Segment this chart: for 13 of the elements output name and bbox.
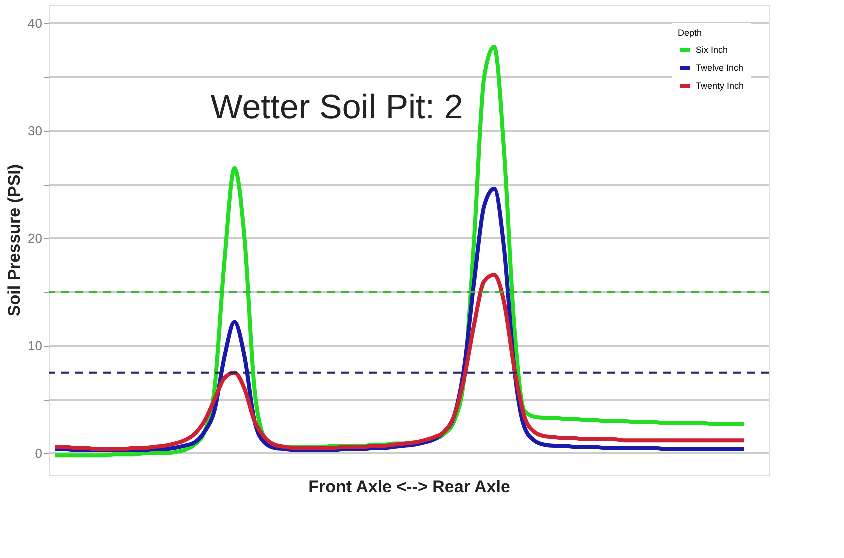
y-tick-label: 10 (28, 338, 42, 354)
legend-label: Twenty Inch (696, 81, 744, 91)
y-tick-label: 20 (28, 230, 42, 246)
legend-title: Depth (678, 28, 702, 38)
x-axis-title: Front Axle <--> Rear Axle (308, 478, 510, 496)
y-tick-label: 40 (28, 16, 42, 31)
y-tick-label: 0 (35, 446, 42, 461)
y-tick-label: 30 (28, 123, 42, 138)
line-series (52, 272, 746, 452)
y-axis-title: Soil Pressure (PSI) (5, 164, 24, 317)
legend-label: Twelve Inch (696, 63, 744, 73)
annotation: Wetter Soil Pit: 2 (210, 88, 464, 126)
legend-label: Six Inch (696, 45, 728, 55)
